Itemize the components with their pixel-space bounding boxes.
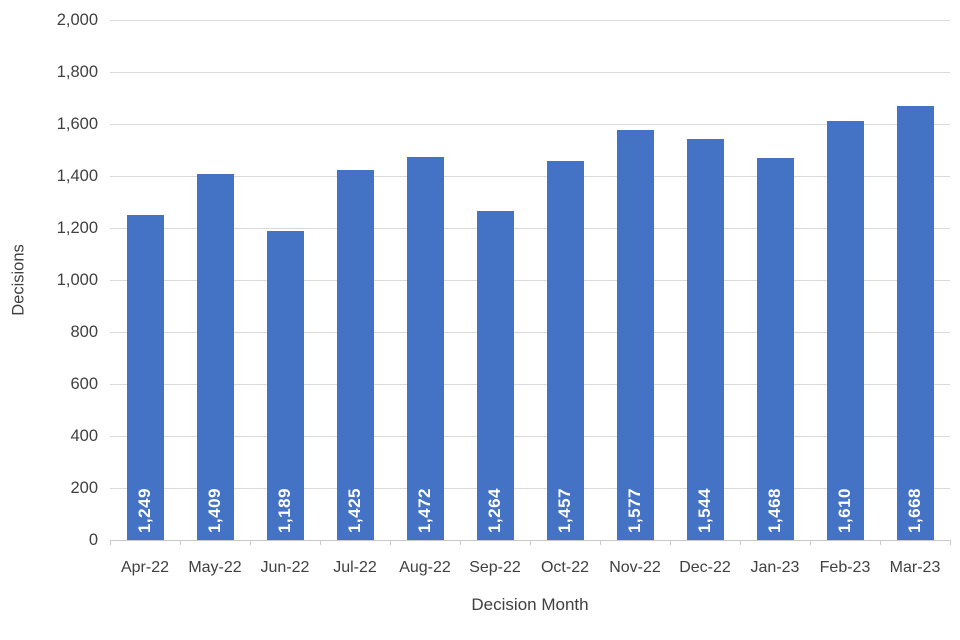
bar: 1,409 [196, 173, 234, 540]
gridline [110, 123, 950, 125]
x-tick-label: Aug-22 [399, 559, 451, 576]
bar-value-label: 1,668 [905, 487, 924, 533]
x-tick-label: Mar-23 [889, 559, 941, 576]
gridline [110, 19, 950, 21]
y-tick-label: 1,800 [56, 62, 98, 81]
x-tick-label: Jul-22 [333, 559, 377, 576]
bar-value-label: 1,264 [485, 487, 504, 533]
x-tick-label: Jun-22 [260, 559, 310, 576]
bar: 1,249 [126, 215, 164, 540]
y-tick-label: 1,600 [56, 114, 98, 133]
y-tick-label: 1,000 [56, 270, 98, 289]
bar-value-label: 1,472 [415, 487, 434, 533]
bar: 1,668 [896, 106, 934, 540]
bar: 1,468 [756, 158, 794, 540]
x-tick-label: Dec-22 [679, 559, 731, 576]
x-axis-tick [530, 540, 531, 545]
bar: 1,544 [686, 138, 724, 540]
y-tick-label: 600 [70, 374, 98, 393]
x-axis-tick [810, 540, 811, 545]
x-axis-tick [320, 540, 321, 545]
x-axis-tick [250, 540, 251, 545]
x-axis-tick [110, 540, 111, 545]
gridline [110, 175, 950, 177]
bar-value-label: 1,468 [765, 487, 784, 533]
bar-value-label: 1,409 [205, 487, 224, 533]
gridline [110, 487, 950, 489]
y-tick-label: 1,400 [56, 166, 98, 185]
x-axis-tick [950, 540, 951, 545]
gridline [110, 227, 950, 229]
x-axis-tick [670, 540, 671, 545]
bar: 1,425 [336, 169, 374, 540]
x-tick-label: Jan-23 [750, 559, 800, 576]
bar: 1,472 [406, 157, 444, 540]
y-tick-label: 0 [88, 530, 98, 549]
x-axis-tick [180, 540, 181, 545]
bar-value-label: 1,457 [555, 487, 574, 533]
bar-value-label: 1,544 [695, 487, 714, 533]
gridline [110, 383, 950, 385]
bar: 1,610 [826, 121, 864, 540]
x-tick-label: Apr-22 [120, 559, 170, 576]
bar-value-label: 1,610 [835, 487, 854, 533]
x-axis-tick [460, 540, 461, 545]
x-axis-tick [740, 540, 741, 545]
bar-value-label: 1,425 [345, 487, 364, 533]
bar: 1,189 [266, 230, 304, 540]
bar-value-label: 1,189 [275, 487, 294, 533]
gridline [110, 71, 950, 73]
x-axis-title: Decision Month [471, 595, 589, 614]
x-axis-tick [390, 540, 391, 545]
x-tick-label: May-22 [188, 559, 242, 576]
y-tick-label: 800 [70, 322, 98, 341]
x-tick-label: Feb-23 [819, 559, 871, 576]
y-tick-label: 2,000 [56, 10, 98, 29]
bar: 1,264 [476, 211, 514, 540]
gridline [110, 331, 950, 333]
x-axis-tick [600, 540, 601, 545]
y-tick-label: 200 [70, 478, 98, 497]
gridline [110, 279, 950, 281]
x-tick-label: Nov-22 [609, 559, 661, 576]
gridline [110, 435, 950, 437]
y-tick-label: 1,200 [56, 218, 98, 237]
bar: 1,577 [616, 129, 654, 540]
x-axis-tick [880, 540, 881, 545]
bar-value-label: 1,249 [135, 487, 154, 533]
x-tick-label: Oct-22 [540, 559, 589, 576]
bar: 1,457 [546, 161, 584, 540]
bar-value-label: 1,577 [625, 487, 644, 533]
y-tick-label: 400 [70, 426, 98, 445]
plot-area: 1,249 1,409 1,189 1,425 1,472 1,264 1,457 1,577… [110, 19, 951, 545]
x-tick-label: Sep-22 [469, 559, 521, 576]
